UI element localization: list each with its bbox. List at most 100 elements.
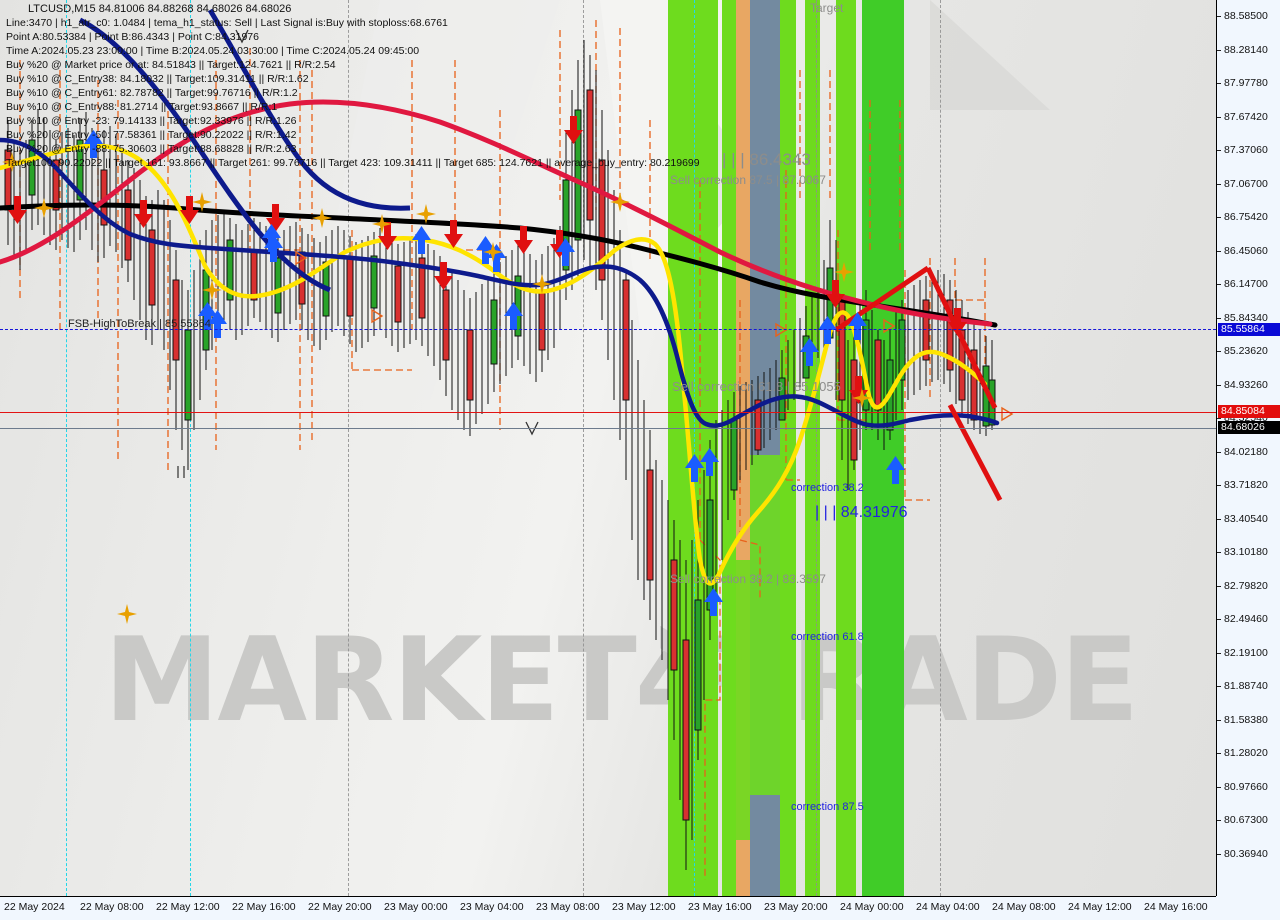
price-tick: 82.19100 [1217, 647, 1280, 659]
tick-mark [1217, 552, 1221, 553]
tick-mark [1217, 250, 1221, 252]
price-tick: 80.67300 [1217, 814, 1280, 826]
price-tick: 87.97780 [1217, 77, 1280, 89]
tick-mark [1217, 116, 1221, 118]
tick-label: 80.67300 [1224, 814, 1268, 826]
annotation-point-b-level: | | | 86.4343 [722, 150, 811, 169]
price-tick: 86.75420 [1217, 211, 1280, 223]
session-separator [940, 0, 941, 896]
ma-crimson [0, 99, 993, 327]
tick-mark [1217, 619, 1221, 620]
tick-label: 86.45060 [1224, 244, 1268, 257]
info-line: Time A:2024.05.23 23:00:00 | Time B:2024… [6, 45, 420, 57]
entry-curve-navy [78, 17, 331, 293]
trendline-red-up [834, 265, 930, 333]
entry-curve-navy-2 [207, 8, 411, 211]
highlight-band [836, 0, 856, 896]
price-tick: 85.84340 [1217, 312, 1280, 324]
session-separator [348, 0, 349, 896]
tick-label: 80.36940 [1224, 847, 1268, 860]
time-tick-label: 24 May 04:00 [916, 901, 980, 913]
price-tick: 81.88740 [1217, 680, 1280, 692]
annotation-sell-corr-382: Sell correction 38.2 | 83.3597 [670, 572, 826, 586]
tick-mark [1217, 686, 1221, 687]
highlight-band-lower [736, 560, 750, 840]
tick-label: 80.97660 [1224, 780, 1268, 793]
annotation-sell-corr-618: Sell correction 61.8 | 85.1055 [672, 379, 841, 394]
badge-blue[interactable]: 85.55864 [1218, 323, 1280, 336]
time-axis[interactable]: 22 May 2024 22 May 08:00 22 May 12:00 22 Ma… [0, 896, 1280, 920]
tick-label: 81.28020 [1224, 747, 1268, 759]
badge-red[interactable]: 84.85084 [1218, 405, 1280, 418]
annotation-fsb-high-to-break: FSB-HighToBreak | 85.55864 [68, 318, 211, 330]
tick-mark [1217, 16, 1221, 17]
axis-corner [1216, 896, 1280, 920]
price-tick: 82.49460 [1217, 613, 1280, 625]
tick-mark [1217, 820, 1221, 821]
price-tick: 84.02180 [1217, 446, 1280, 458]
session-separator [583, 0, 584, 896]
level-ticks [177, 466, 185, 478]
info-line: Buy %10 @ C_Entry88: 81.2714 || Target:9… [6, 101, 278, 113]
badge-black[interactable]: 84.68026 [1218, 421, 1280, 434]
chart-title: LTCUSD,M15 84.81006 84.88268 84.68026 84… [28, 3, 292, 15]
time-tick-label: 23 May 16:00 [688, 901, 752, 913]
tick-label: 88.28140 [1224, 43, 1268, 56]
tick-label: 87.37060 [1224, 144, 1268, 156]
price-tick: 83.40540 [1217, 513, 1280, 525]
price-tick: 83.10180 [1217, 546, 1280, 558]
tick-label: 82.49460 [1224, 613, 1268, 625]
level-grey[interactable] [0, 428, 1216, 429]
tick-mark [1217, 853, 1221, 855]
time-tick-label: 23 May 20:00 [764, 901, 828, 913]
info-line: Line:3470 | h1_atr_c0: 1.0484 | tema_h1_… [6, 17, 448, 29]
chart-plot-area[interactable]: MARKET4TRADE [0, 0, 1216, 896]
price-tick: 83.71820 [1217, 479, 1280, 491]
session-separator-cyan [66, 0, 67, 896]
tick-mark [1217, 183, 1221, 185]
highlight-band [780, 0, 796, 896]
tick-label: 81.88740 [1224, 680, 1268, 692]
annotation-target-top: Target [810, 1, 844, 15]
time-tick-label: 24 May 00:00 [840, 901, 904, 913]
tick-label: 85.84340 [1224, 311, 1268, 324]
info-line: Buy %10 @ C_Entry38: 84.18032 || Target:… [6, 73, 309, 85]
price-tick: 87.67420 [1217, 111, 1280, 123]
tick-label: 82.19100 [1224, 646, 1268, 659]
info-line: Buy %10 @ Entry -23: 79.14133 || Target:… [6, 115, 297, 127]
highlight-band [862, 0, 904, 896]
annotation-point-c-level: | | | 84.31976 [815, 504, 908, 521]
tick-label: 88.58500 [1224, 10, 1268, 22]
highlight-band-lower [750, 455, 780, 795]
tick-label: 81.58380 [1224, 713, 1268, 726]
level-red[interactable] [0, 412, 1216, 413]
price-tick: 80.36940 [1217, 848, 1280, 860]
price-tick: 88.28140 [1217, 44, 1280, 56]
price-tick: 84.32540 [1217, 412, 1280, 424]
price-axis[interactable]: 88.58500 88.28140 87.97780 87.67420 87.37060… [1216, 0, 1280, 896]
price-tick: 81.28020 [1217, 747, 1280, 759]
price-tick: 80.97660 [1217, 781, 1280, 793]
level-blue[interactable] [0, 329, 1216, 330]
tick-label: 86.14700 [1224, 278, 1268, 290]
tick-label: 84.93260 [1224, 378, 1268, 391]
tick-mark [1217, 384, 1221, 386]
price-tick: 82.79820 [1217, 580, 1280, 592]
session-separator-cyan [190, 0, 191, 896]
price-tick: 84.93260 [1217, 379, 1280, 391]
time-tick-label: 24 May 12:00 [1068, 901, 1132, 913]
tick-mark [1217, 150, 1221, 151]
tick-mark [1217, 451, 1221, 453]
tick-mark [1217, 518, 1221, 520]
price-tick: 87.37060 [1217, 144, 1280, 156]
tick-label: 84.02180 [1224, 445, 1268, 458]
info-line: Buy %20 @ Entry -50: 77.58361 || Target:… [6, 129, 297, 141]
tick-mark [1217, 317, 1221, 319]
tick-mark [1217, 753, 1221, 754]
tick-label: 86.75420 [1224, 211, 1268, 223]
annotation-correction-382: correction 38.2 [791, 482, 864, 494]
trendline-red-down [925, 266, 998, 410]
annotation-correction-875: correction 87.5 [791, 801, 864, 813]
tick-mark [1217, 485, 1221, 486]
